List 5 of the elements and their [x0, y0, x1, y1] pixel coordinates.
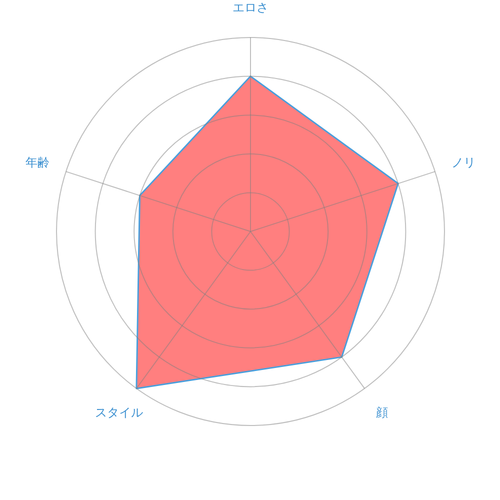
spoke-label: スタイル: [94, 406, 143, 420]
spoke-label: 顔: [376, 406, 388, 420]
spoke-label: エロさ: [232, 0, 268, 14]
spoke-label: ノリ: [452, 155, 476, 170]
spoke-label: 年齢: [25, 155, 50, 170]
